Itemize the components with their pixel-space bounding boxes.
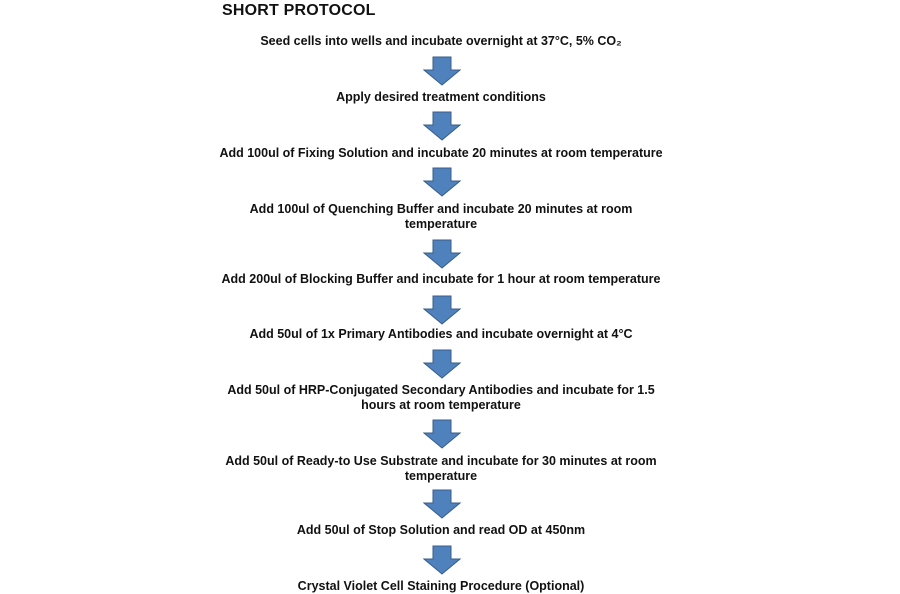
page-title: SHORT PROTOCOL (222, 2, 376, 19)
down-arrow-icon (423, 295, 461, 325)
protocol-step-text: Apply desired treatment conditions (336, 90, 546, 104)
down-arrow-icon (423, 56, 461, 86)
down-arrow-icon (423, 349, 461, 379)
protocol-step-text: hours at room temperature (361, 398, 521, 412)
protocol-step-text: Add 200ul of Blocking Buffer and incubat… (221, 272, 661, 286)
protocol-step: Add 100ul of Fixing Solution and incubat… (141, 146, 741, 161)
protocol-step-text: Seed cells into wells and incubate overn… (260, 34, 622, 48)
protocol-step: Add 50ul of HRP-Conjugated Secondary Ant… (141, 383, 741, 413)
protocol-step: Crystal Violet Cell Staining Procedure (… (141, 579, 741, 594)
protocol-step-text: Add 50ul of Stop Solution and read OD at… (296, 523, 586, 537)
down-arrow-icon (423, 419, 461, 449)
protocol-step: Apply desired treatment conditions (141, 90, 741, 105)
protocol-step: Add 50ul of Stop Solution and read OD at… (141, 523, 741, 538)
protocol-step: Add 200ul of Blocking Buffer and incubat… (141, 272, 741, 287)
down-arrow-icon (423, 545, 461, 575)
protocol-step-text: temperature (404, 469, 478, 483)
down-arrow-icon (423, 167, 461, 197)
protocol-step-text: temperature (404, 217, 478, 231)
protocol-step-text: Add 50ul of HRP-Conjugated Secondary Ant… (227, 383, 655, 397)
protocol-step-text: Add 50ul of Ready-to Use Substrate and i… (225, 454, 657, 468)
down-arrow-icon (423, 489, 461, 519)
down-arrow-icon (423, 111, 461, 141)
protocol-step: Add 50ul of 1x Primary Antibodies and in… (141, 327, 741, 342)
protocol-step-text: Crystal Violet Cell Staining Procedure (… (297, 579, 585, 593)
protocol-step-text: Add 50ul of 1x Primary Antibodies and in… (249, 327, 633, 341)
down-arrow-icon (423, 239, 461, 269)
protocol-step-text: Add 100ul of Quenching Buffer and incuba… (249, 202, 633, 216)
protocol-step-text: Add 100ul of Fixing Solution and incubat… (219, 146, 663, 160)
protocol-step: Add 50ul of Ready-to Use Substrate and i… (141, 454, 741, 484)
protocol-step: Seed cells into wells and incubate overn… (141, 34, 741, 49)
protocol-step: Add 100ul of Quenching Buffer and incuba… (141, 202, 741, 232)
